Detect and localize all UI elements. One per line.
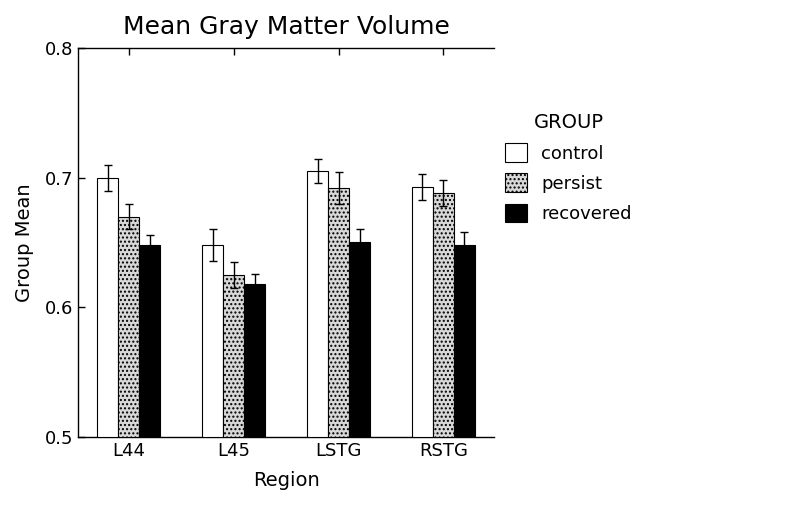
Bar: [98, 178, 118, 437]
Bar: [433, 193, 454, 437]
Bar: [202, 245, 223, 437]
Bar: [328, 188, 349, 437]
Bar: [244, 284, 265, 437]
Bar: [223, 275, 244, 437]
Bar: [454, 245, 475, 437]
Bar: [139, 245, 160, 437]
Legend: control, persist, recovered: control, persist, recovered: [498, 106, 639, 230]
Bar: [412, 187, 433, 437]
Bar: [118, 217, 139, 437]
Y-axis label: Group Mean: Group Mean: [15, 183, 34, 302]
X-axis label: Region: Region: [253, 471, 319, 490]
Title: Mean Gray Matter Volume: Mean Gray Matter Volume: [122, 15, 450, 39]
Bar: [349, 242, 370, 437]
Bar: [307, 171, 328, 437]
